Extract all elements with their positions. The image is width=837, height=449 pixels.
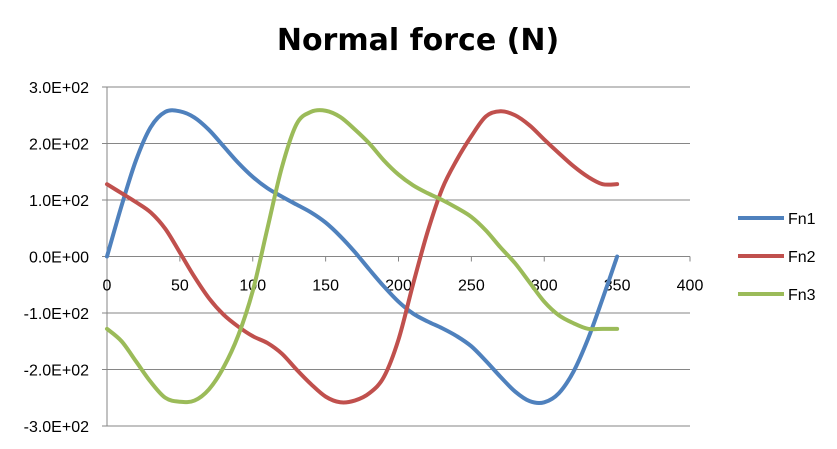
series-line-fn1	[105, 108, 620, 405]
x-tick-label-0: 0	[103, 278, 112, 295]
series-line-fn3	[105, 108, 620, 405]
legend-label-fn1: Fn1	[788, 211, 816, 228]
y-tick-label-0: 3.0E+02	[29, 80, 89, 97]
legend-label-fn3: Fn3	[788, 287, 816, 304]
legend: Fn1 Fn2 Fn3	[738, 211, 816, 304]
x-tick-label-5: 250	[458, 278, 485, 295]
y-tick-label-5: -2.0E+02	[24, 363, 89, 380]
y-tick-label-1: 2.0E+02	[29, 137, 89, 154]
series-line-fn2	[105, 109, 620, 405]
legend-label-fn2: Fn2	[788, 249, 816, 266]
y-tick-label-6: -3.0E+02	[24, 419, 89, 436]
axes	[102, 86, 691, 427]
x-tick-label-3: 150	[312, 278, 339, 295]
x-tick-label-1: 50	[171, 278, 189, 295]
y-tick-labels: 3.0E+02 2.0E+02 1.0E+02 0.0E+00 -1.0E+02 -2.0…	[24, 80, 89, 436]
series-lines	[105, 108, 620, 405]
x-tick-label-8: 400	[677, 278, 704, 295]
x-tick-label-4: 200	[385, 278, 412, 295]
chart-title: Normal force (N)	[277, 23, 559, 58]
x-tick-labels: 0 50 100 150 200 250 300 350 400	[103, 278, 704, 295]
y-tick-label-2: 1.0E+02	[29, 193, 89, 210]
y-tick-label-4: -1.0E+02	[24, 306, 89, 323]
y-tick-label-3: 0.0E+00	[29, 250, 89, 267]
